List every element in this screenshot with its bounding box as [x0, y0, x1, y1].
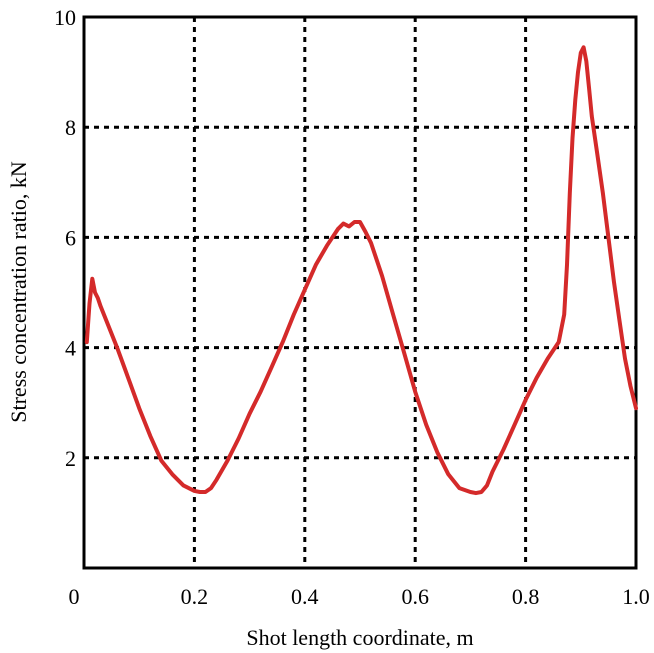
plot-frame	[82, 15, 638, 570]
x-tick-labels: 0 0.2 0.4 0.6 0.8 1.0	[69, 584, 650, 609]
y-tick-label: 2	[65, 446, 76, 471]
x-axis-title: Shot length coordinate, m	[246, 625, 473, 650]
x-tick-label: 0.2	[181, 584, 209, 609]
series-line	[84, 45, 638, 496]
x-tick-label: 1.0	[622, 584, 650, 609]
x-tick-label: 0.4	[291, 584, 319, 609]
series-layer	[84, 45, 638, 496]
x-tick-label: 0	[69, 584, 80, 609]
y-tick-label: 4	[65, 336, 76, 361]
grid-lines	[84, 17, 636, 568]
x-tick-label: 0.6	[401, 584, 429, 609]
x-tick-label: 0.8	[512, 584, 540, 609]
y-axis-title: Stress concentration ratio, kN	[6, 161, 31, 423]
y-tick-label: 6	[65, 225, 76, 250]
y-tick-label: 10	[54, 5, 76, 30]
y-tick-labels: 2 4 6 8 10	[54, 5, 76, 471]
y-tick-label: 8	[65, 115, 76, 140]
